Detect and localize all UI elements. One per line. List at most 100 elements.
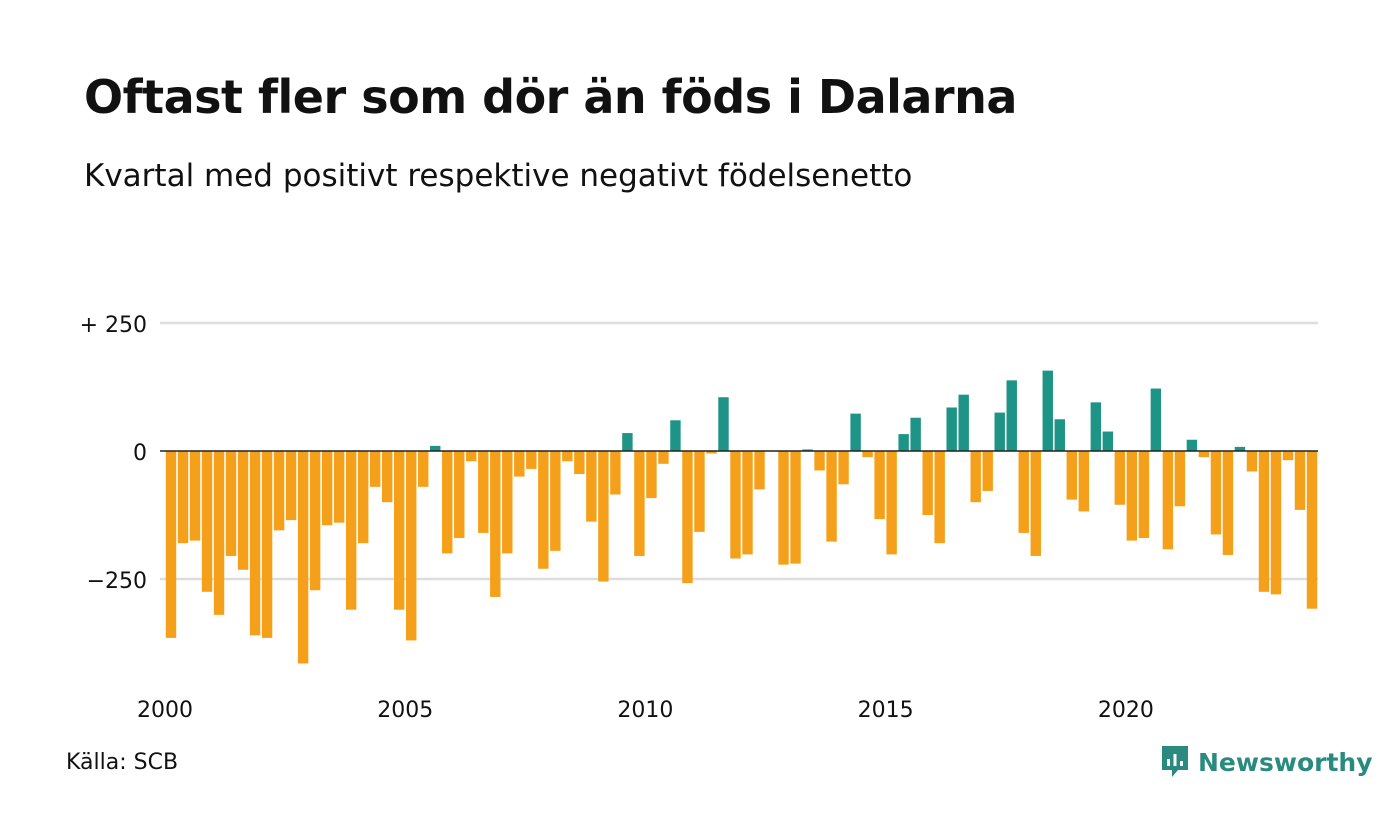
bar-positive [802,449,813,451]
bar-negative [706,451,717,454]
bar-negative [333,451,345,523]
bar-negative [1258,451,1270,592]
bar-negative [598,451,609,582]
y-tick-label: + 250 [80,313,147,338]
bar-negative [189,451,201,541]
bar-negative [526,451,537,469]
bar-negative [514,451,525,477]
bar-positive [850,413,861,451]
bar-negative [478,451,489,533]
bar-negative [321,451,333,526]
bar-positive [1234,446,1246,451]
bar-negative [1246,451,1258,472]
bar-negative [1066,451,1077,500]
bar-negative [261,451,273,638]
bar-negative [970,451,981,503]
bar-negative [586,451,597,522]
bar-negative [562,451,573,462]
bar-positive [958,394,969,451]
bar-negative [1138,451,1150,539]
bar-negative [838,451,849,485]
bar-positive [1006,380,1017,451]
bar-positive [1054,419,1065,451]
bar-negative [658,451,669,464]
bar-positive [994,412,1005,451]
chart-title: Oftast fler som dör än föds i Dalarna [84,70,1017,124]
bar-negative [1126,451,1138,541]
bar-negative [550,451,561,551]
bar-positive [910,417,921,451]
bar-negative [466,451,477,462]
source-note: Källa: SCB [66,750,179,775]
bar-negative [814,451,825,471]
x-tick-label: 2020 [1098,698,1154,723]
bar-negative [1222,451,1234,555]
bar-negative [454,451,465,539]
bar-negative [273,451,285,531]
bar-negative [1210,451,1222,535]
bar-positive [1186,439,1198,451]
bar-negative [1114,451,1126,505]
x-tick-label: 2005 [377,698,433,723]
bar-negative [1198,451,1210,458]
bar-negative [694,451,705,532]
bar-positive [946,407,957,451]
bar-negative [874,451,885,520]
newsworthy-logo-icon [1162,746,1188,777]
bar-negative [730,451,741,559]
axes: + 250 0 −250 2000 2005 2010 2015 2020 [80,313,1318,723]
bar-negative [538,451,549,569]
bar-negative [1270,451,1282,595]
bar-positive [1042,370,1053,451]
y-tick-label: −250 [87,569,147,594]
bar-negative [249,451,261,636]
bar-negative [574,451,585,475]
bar-negative [369,451,381,487]
bar-negative [297,451,309,664]
bar-negative [502,451,513,554]
x-tick-label: 2015 [858,698,914,723]
chart-subtitle: Kvartal med positivt respektive negativt… [84,158,913,194]
bar-negative [1282,451,1294,461]
bar-negative [826,451,837,542]
newsworthy-logo-text: Newsworthy [1198,747,1373,777]
bar-negative [418,451,429,487]
x-tick-label: 2010 [617,698,673,723]
bar-positive [622,433,633,451]
bar-negative [886,451,897,555]
bar-negative [442,451,453,554]
bar-negative [285,451,297,521]
bar-negative [922,451,933,515]
bar-negative [754,451,765,490]
bar-negative [646,451,657,499]
bar-negative [1078,451,1089,512]
y-tick-label: 0 [133,441,147,466]
bar-negative [1018,451,1029,533]
bar-negative [381,451,393,503]
bar-positive [718,397,729,451]
bar-positive [898,434,909,451]
bar-negative [862,451,873,458]
bar-negative [345,451,357,610]
bar-positive [1090,402,1102,451]
bar-negative [1174,451,1186,507]
bar-negative [982,451,993,491]
bar-negative [213,451,225,615]
bar-negative [1294,451,1306,510]
bar-positive [1102,431,1114,451]
bar-negative [237,451,249,570]
bar-negative [682,451,693,584]
bar-positive [1150,388,1162,451]
bar-negative [357,451,369,544]
bar-negative [790,451,801,564]
bar-negative [225,451,237,556]
bar-negative [490,451,501,597]
bar-negative [1306,451,1318,609]
bar-negative [634,451,645,556]
bar-positive [670,420,681,451]
bar-negative [934,451,945,544]
bar-negative [406,451,417,641]
bar-negative [165,451,177,638]
bar-negative [1030,451,1041,556]
bar-positive [430,445,441,451]
